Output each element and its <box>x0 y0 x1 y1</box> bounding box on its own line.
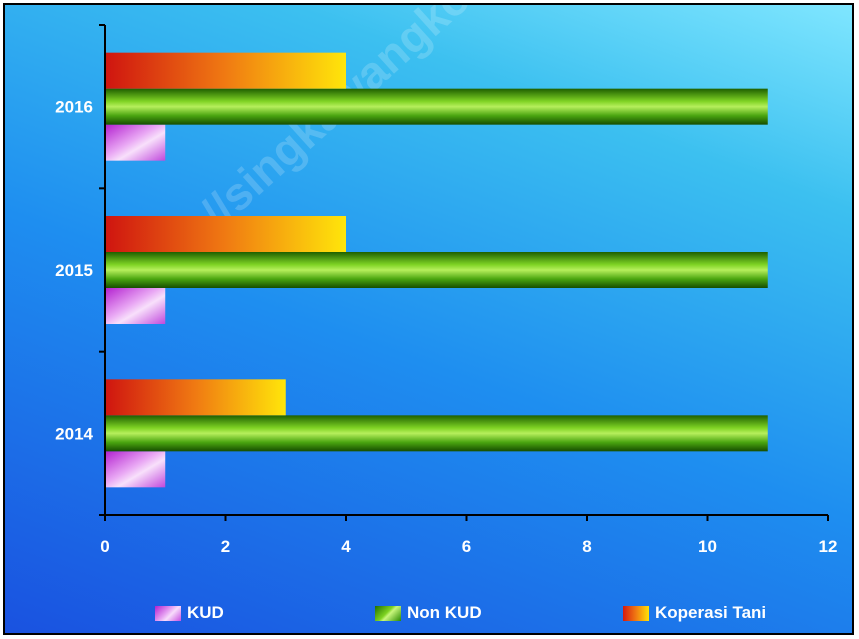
x-tick-label-8: 8 <box>582 537 591 556</box>
x-tick-label-4: 4 <box>341 537 351 556</box>
bar-koperasi-tani-2015 <box>105 216 346 252</box>
bar-non-kud-2016 <box>105 88 768 125</box>
x-tick-label-2: 2 <box>221 537 230 556</box>
bar-kud-2014 <box>105 451 166 488</box>
x-tick-label-0: 0 <box>100 537 109 556</box>
x-tick-label-10: 10 <box>698 537 717 556</box>
legend-swatch-non-kud <box>375 605 401 621</box>
bar-chart: 2014 2015 2016 0 2 4 6 8 10 12 <box>55 24 838 556</box>
bar-non-kud-2014 <box>105 415 768 452</box>
legend-item-koperasi-tani: Koperasi Tani <box>623 603 766 623</box>
bar-kud-2015 <box>105 288 166 324</box>
legend-swatch-kud <box>155 605 181 621</box>
legend-swatch-koperasi-tani <box>623 605 649 621</box>
bar-kud-2016 <box>105 124 166 161</box>
legend-label-koperasi-tani: Koperasi Tani <box>655 603 767 622</box>
legend: KUD Non KUD Koperasi Tani <box>5 603 852 633</box>
legend-label-non-kud: Non KUD <box>407 603 482 622</box>
bar-koperasi-tani-2014 <box>105 379 286 416</box>
x-tick-label-12: 12 <box>819 537 838 556</box>
legend-label-kud: KUD <box>187 603 224 622</box>
bar-koperasi-tani-2016 <box>105 52 346 89</box>
y-tick-label-2015: 2015 <box>55 261 93 280</box>
y-tick-label-2014: 2014 <box>55 424 93 443</box>
legend-item-kud: KUD <box>155 603 224 623</box>
legend-item-non-kud: Non KUD <box>375 603 482 623</box>
chart-frame: https://singkawangkota.bps.go.id <box>3 3 854 635</box>
bar-non-kud-2015 <box>105 252 768 288</box>
y-tick-label-2016: 2016 <box>55 98 93 117</box>
x-tick-label-6: 6 <box>462 537 471 556</box>
